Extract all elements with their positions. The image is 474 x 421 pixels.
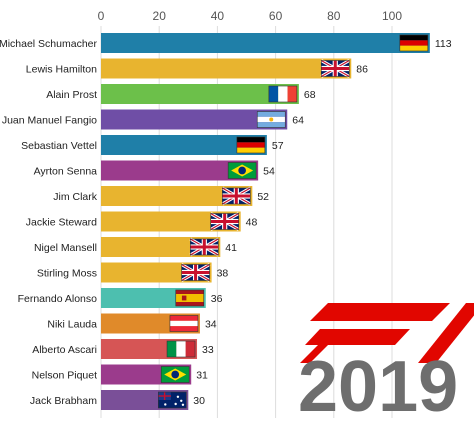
germany-flag-icon [399, 34, 429, 52]
uk-flag-icon [180, 263, 211, 282]
category-label: Ayrton Senna [34, 166, 98, 178]
value-label: 68 [304, 89, 316, 101]
category-label: Juan Manuel Fangio [2, 115, 97, 127]
value-label: 31 [196, 370, 208, 382]
value-label: 36 [211, 293, 223, 305]
argentina-flag-icon [256, 111, 286, 128]
value-label: 52 [257, 191, 269, 203]
france-flag-icon [268, 85, 298, 103]
category-label: Sebastian Vettel [21, 140, 97, 152]
bar [101, 135, 267, 155]
category-label: Lewis Hamilton [26, 64, 97, 76]
category-label: Jackie Steward [26, 217, 97, 229]
value-label: 57 [272, 140, 284, 152]
x-tick-label: 80 [327, 9, 341, 23]
bar [101, 84, 299, 104]
uk-flag-icon [221, 186, 252, 206]
category-labels: 113 Michael Schumacher 86 Lewis Hamilton 68 A… [0, 38, 452, 407]
bar [101, 58, 352, 79]
austria-flag-icon [169, 315, 199, 332]
category-label: Michael Schumacher [0, 38, 97, 50]
uk-flag-icon [320, 59, 351, 78]
category-label: Jack Brabham [30, 395, 97, 407]
value-label: 33 [202, 344, 214, 356]
value-label: 64 [292, 115, 304, 127]
value-label: 86 [356, 64, 368, 76]
category-label: Alain Prost [46, 89, 97, 101]
year-label: 2019 [298, 347, 458, 421]
australia-flag-icon [158, 391, 187, 409]
brazil-flag-icon [227, 162, 257, 179]
category-label: Stirling Moss [37, 268, 97, 280]
bar [101, 186, 253, 206]
bars [101, 33, 430, 410]
category-label: Niki Lauda [47, 319, 97, 331]
bar [101, 211, 241, 232]
x-tick-label: 100 [382, 9, 402, 23]
value-label: 54 [263, 166, 275, 178]
bar [101, 109, 288, 130]
x-axis-ticks: 0 20 40 60 80 100 [98, 9, 403, 23]
x-tick-label: 40 [211, 9, 225, 23]
brazil-flag-icon [160, 366, 190, 383]
uk-flag-icon [209, 212, 240, 231]
category-label: Fernando Alonso [18, 293, 98, 305]
category-label: Nelson Piquet [32, 370, 97, 382]
category-label: Alberto Ascari [32, 344, 97, 356]
bar [101, 33, 430, 53]
italy-flag-icon [166, 340, 196, 358]
bar [101, 160, 259, 181]
value-label: 30 [193, 395, 205, 407]
x-tick-label: 60 [269, 9, 283, 23]
value-label: 38 [217, 268, 229, 280]
value-label: 48 [246, 217, 258, 229]
spain-flag-icon [175, 289, 205, 307]
value-label: 41 [225, 242, 237, 254]
x-tick-label: 20 [153, 9, 167, 23]
uk-flag-icon [189, 237, 220, 257]
category-label: Jim Clark [53, 191, 97, 203]
category-label: Nigel Mansell [34, 242, 97, 254]
value-label: 34 [205, 319, 217, 331]
germany-flag-icon [236, 136, 266, 154]
x-tick-label: 0 [98, 9, 105, 23]
f1-logo: ® [300, 303, 474, 363]
value-label: 113 [435, 38, 452, 50]
